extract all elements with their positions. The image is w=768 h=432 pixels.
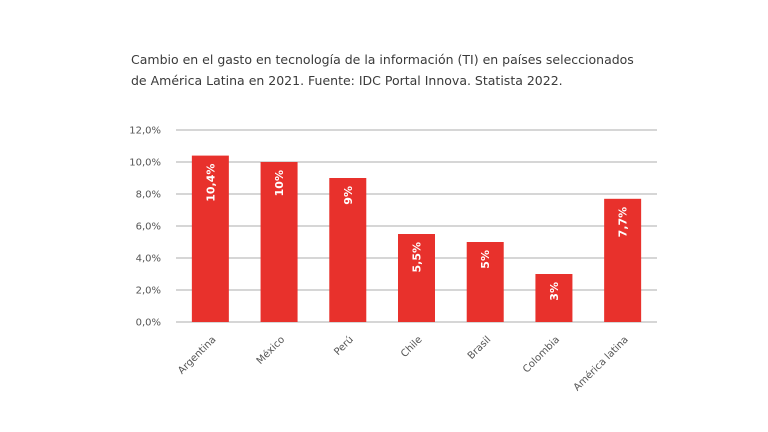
bar xyxy=(535,274,573,322)
y-tick-label: 4,0% xyxy=(136,254,161,265)
bar xyxy=(191,155,229,322)
x-category-label: México xyxy=(254,334,287,367)
y-tick-label: 0,0% xyxy=(136,318,161,329)
bar xyxy=(329,178,367,322)
data-label: 10% xyxy=(273,170,286,196)
x-category-label: Brasil xyxy=(466,334,493,361)
bar xyxy=(466,242,504,322)
data-label: 9% xyxy=(342,186,355,205)
x-category-label: Chile xyxy=(399,334,424,359)
data-label: 5,5% xyxy=(411,242,424,273)
bar xyxy=(260,162,298,322)
x-category-label: Argentina xyxy=(176,334,218,376)
chart-title-line-1: Cambio en el gasto en tecnología de la i… xyxy=(131,52,634,67)
x-category-label: Perú xyxy=(332,334,356,358)
data-label: 7,7% xyxy=(617,207,630,238)
chart-title: Cambio en el gasto en tecnología de la i… xyxy=(131,49,651,91)
bar xyxy=(398,234,435,322)
y-tick-label: 2,0% xyxy=(136,286,161,297)
data-label: 3% xyxy=(548,282,561,301)
data-label: 5% xyxy=(479,250,492,269)
y-tick-label: 6,0% xyxy=(136,222,161,233)
data-label: 10,4% xyxy=(204,164,217,202)
chart-title-line-2: de América Latina en 2021. Fuente: IDC P… xyxy=(131,73,563,88)
x-category-label: Colombia xyxy=(521,334,562,375)
y-tick-label: 8,0% xyxy=(136,190,161,201)
y-tick-label: 12,0% xyxy=(129,126,161,137)
x-category-label: América latina xyxy=(571,334,631,394)
bar xyxy=(604,198,642,322)
y-tick-label: 10,0% xyxy=(129,158,161,169)
